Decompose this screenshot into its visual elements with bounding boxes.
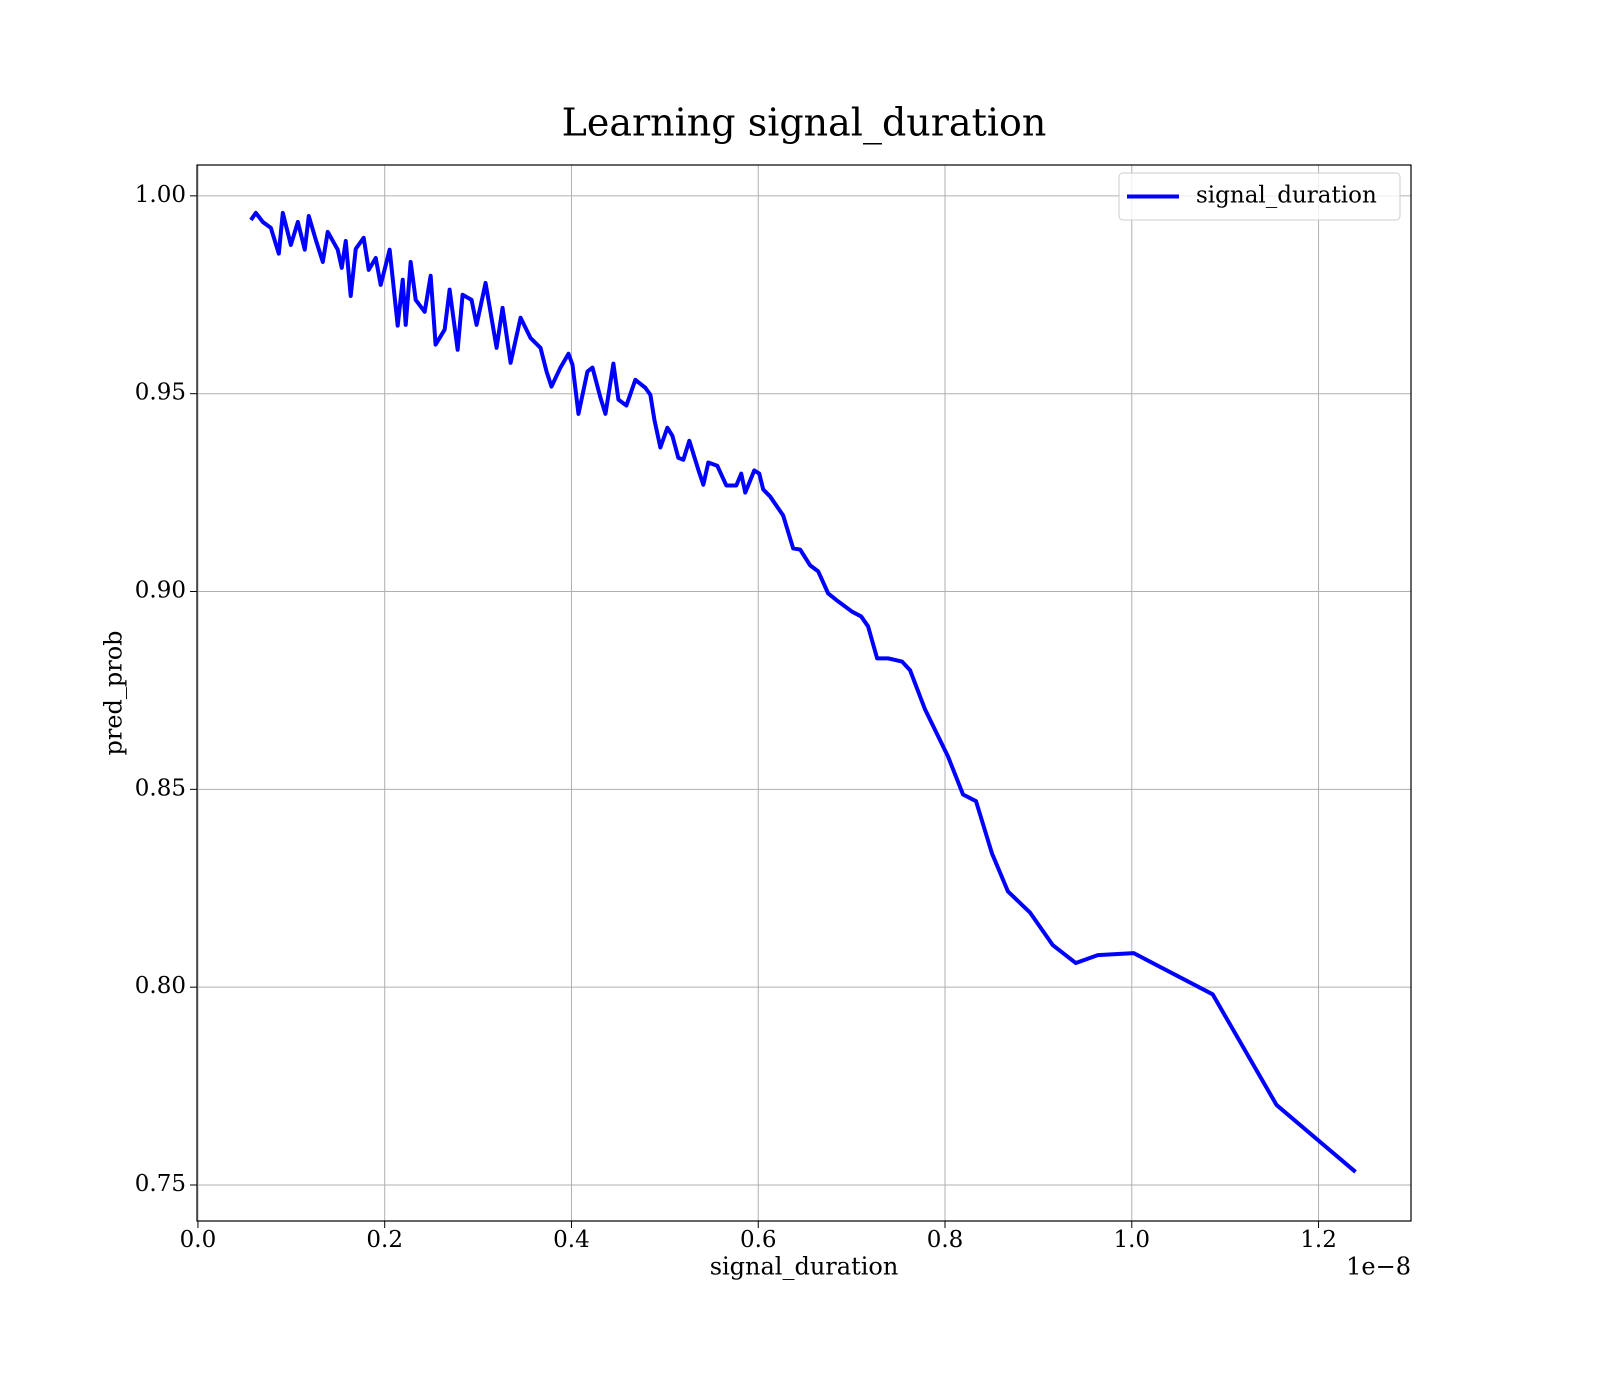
- data-line: [249, 210, 1357, 1174]
- y-axis-label: pred_prob: [100, 630, 128, 755]
- legend-label: signal_duration: [1196, 183, 1377, 209]
- x-axis-label: signal_duration: [710, 1253, 899, 1281]
- x-tick-label: 0.0: [180, 1227, 217, 1253]
- legend-box: [1118, 172, 1401, 221]
- x-tick-label: 0.2: [366, 1227, 403, 1253]
- y-tick-label: 0.80: [135, 973, 186, 999]
- y-tick-label: 0.75: [135, 1171, 186, 1197]
- y-tick-label: 1.00: [135, 182, 186, 208]
- y-tick-label: 0.85: [135, 775, 186, 801]
- x-offset-label: 1e−8: [1346, 1253, 1411, 1281]
- x-tick-label: 1.0: [1113, 1227, 1150, 1253]
- y-tick-label: 0.95: [135, 380, 186, 406]
- x-tick-label: 1.2: [1300, 1227, 1337, 1253]
- chart-title: Learning signal_duration: [562, 101, 1047, 146]
- y-tick-label: 0.90: [135, 578, 186, 604]
- x-tick-label: 0.8: [927, 1227, 964, 1253]
- plot-frame: [196, 164, 1412, 1222]
- x-tick-label: 0.4: [553, 1227, 590, 1253]
- x-tick-label: 0.6: [740, 1227, 777, 1253]
